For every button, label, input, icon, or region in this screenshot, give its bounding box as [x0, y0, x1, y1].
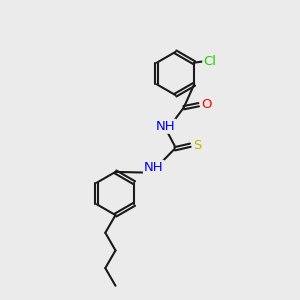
- Text: Cl: Cl: [203, 55, 216, 68]
- Text: O: O: [201, 98, 211, 111]
- Text: NH: NH: [144, 161, 164, 174]
- Text: S: S: [194, 139, 202, 152]
- Text: NH: NH: [156, 120, 176, 133]
